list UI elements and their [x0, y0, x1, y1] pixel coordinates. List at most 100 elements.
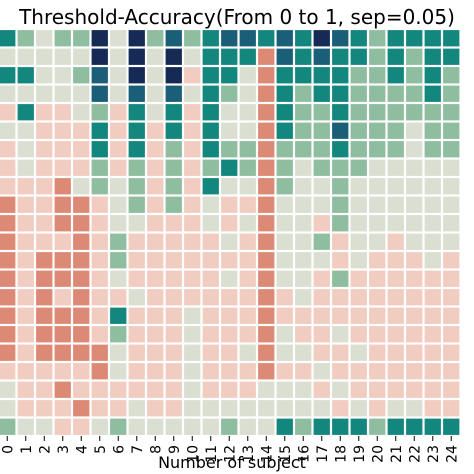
heatmap-cell-r16-c18 — [332, 326, 349, 343]
heatmap-cell-r4-c17 — [313, 104, 330, 121]
heatmap-cell-r13-c12 — [221, 270, 238, 287]
heatmap-cell-r10-c2 — [36, 215, 53, 232]
heatmap-cell-r11-c11 — [202, 233, 219, 250]
heatmap-cell-r19-c14 — [258, 381, 275, 398]
heatmap-cell-r0-c5 — [91, 30, 108, 47]
heatmap-cell-r10-c17 — [313, 215, 330, 232]
heatmap-cell-r16-c23 — [424, 326, 441, 343]
chart-title: Threshold-Accuracy(From 0 to 1, sep=0.05… — [18, 5, 455, 29]
heatmap-cell-r17-c22 — [406, 344, 423, 361]
heatmap-cell-r7-c12 — [221, 159, 238, 176]
heatmap-cell-r8-c22 — [406, 178, 423, 195]
heatmap-cell-r11-c14 — [258, 233, 275, 250]
heatmap-cell-r4-c13 — [239, 104, 256, 121]
heatmap-cell-r6-c12 — [221, 141, 238, 158]
x-tick-label-2: 2 — [37, 445, 53, 454]
heatmap-cell-r17-c8 — [147, 344, 164, 361]
heatmap-cell-r1-c3 — [54, 48, 71, 65]
heatmap-cell-r17-c1 — [17, 344, 34, 361]
heatmap-cell-r9-c21 — [387, 196, 404, 213]
heatmap-cell-r6-c19 — [350, 141, 367, 158]
heatmap-cell-r7-c15 — [276, 159, 293, 176]
heatmap-cell-r10-c13 — [239, 215, 256, 232]
heatmap-cell-r15-c10 — [184, 307, 201, 324]
heatmap-cell-r4-c4 — [73, 104, 90, 121]
heatmap-cell-r4-c19 — [350, 104, 367, 121]
heatmap-cell-r17-c9 — [165, 344, 182, 361]
heatmap-cell-r19-c20 — [369, 381, 386, 398]
heatmap-cell-r4-c21 — [387, 104, 404, 121]
heatmap-cell-r11-c24 — [443, 233, 460, 250]
heatmap-cell-r9-c6 — [110, 196, 127, 213]
heatmap-cell-r8-c14 — [258, 178, 275, 195]
heatmap-cell-r11-c9 — [165, 233, 182, 250]
heatmap-cell-r3-c24 — [443, 85, 460, 102]
heatmap-cell-r4-c11 — [202, 104, 219, 121]
heatmap-cell-r2-c1 — [17, 67, 34, 84]
heatmap-cell-r17-c21 — [387, 344, 404, 361]
heatmap-cell-r18-c0 — [0, 363, 16, 380]
heatmap-cell-r7-c10 — [184, 159, 201, 176]
heatmap-cell-r7-c4 — [73, 159, 90, 176]
heatmap-cell-r12-c18 — [332, 252, 349, 269]
heatmap-cell-r21-c1 — [17, 418, 34, 435]
heatmap-cell-r9-c11 — [202, 196, 219, 213]
x-tick-label-8: 8 — [148, 445, 164, 454]
heatmap-cell-r12-c1 — [17, 252, 34, 269]
heatmap-cell-r18-c13 — [239, 363, 256, 380]
heatmap-cell-r5-c24 — [443, 122, 460, 139]
heatmap-cell-r21-c17 — [313, 418, 330, 435]
heatmap-cell-r9-c24 — [443, 196, 460, 213]
heatmap-cell-r6-c6 — [110, 141, 127, 158]
heatmap-cell-r19-c13 — [239, 381, 256, 398]
heatmap-cell-r9-c18 — [332, 196, 349, 213]
heatmap-cell-r16-c15 — [276, 326, 293, 343]
heatmap-cell-r14-c20 — [369, 289, 386, 306]
heatmap-cell-r20-c5 — [91, 400, 108, 417]
heatmap-cell-r8-c11 — [202, 178, 219, 195]
heatmap-cell-r13-c9 — [165, 270, 182, 287]
heatmap-cell-r1-c16 — [295, 48, 312, 65]
heatmap-cell-r4-c7 — [128, 104, 145, 121]
heatmap-cell-r6-c11 — [202, 141, 219, 158]
heatmap-cells — [0, 30, 460, 435]
heatmap-cell-r2-c19 — [350, 67, 367, 84]
heatmap-cell-r8-c16 — [295, 178, 312, 195]
heatmap-cell-r18-c23 — [424, 363, 441, 380]
heatmap-cell-r21-c23 — [424, 418, 441, 435]
heatmap-cell-r13-c23 — [424, 270, 441, 287]
heatmap-cell-r20-c15 — [276, 400, 293, 417]
heatmap-cell-r1-c4 — [73, 48, 90, 65]
heatmap-cell-r8-c17 — [313, 178, 330, 195]
heatmap-cell-r7-c6 — [110, 159, 127, 176]
heatmap-cell-r16-c20 — [369, 326, 386, 343]
heatmap-cell-r3-c7 — [128, 85, 145, 102]
heatmap-cell-r17-c16 — [295, 344, 312, 361]
heatmap-cell-r2-c18 — [332, 67, 349, 84]
heatmap-cell-r10-c14 — [258, 215, 275, 232]
heatmap-cell-r10-c4 — [73, 215, 90, 232]
heatmap-cell-r7-c2 — [36, 159, 53, 176]
heatmap-cell-r5-c1 — [17, 122, 34, 139]
heatmap-cell-r11-c0 — [0, 233, 16, 250]
heatmap-cell-r11-c18 — [332, 233, 349, 250]
heatmap-cell-r18-c14 — [258, 363, 275, 380]
heatmap-cell-r12-c9 — [165, 252, 182, 269]
heatmap-cell-r1-c0 — [0, 48, 16, 65]
heatmap-cell-r1-c14 — [258, 48, 275, 65]
heatmap-cell-r12-c7 — [128, 252, 145, 269]
heatmap-cell-r8-c7 — [128, 178, 145, 195]
heatmap-cell-r5-c3 — [54, 122, 71, 139]
heatmap-cell-r16-c9 — [165, 326, 182, 343]
heatmap-cell-r1-c19 — [350, 48, 367, 65]
heatmap-cell-r8-c21 — [387, 178, 404, 195]
x-tick-label-13: 13 — [241, 445, 257, 463]
heatmap-cell-r16-c12 — [221, 326, 238, 343]
heatmap-cell-r17-c23 — [424, 344, 441, 361]
heatmap-cell-r14-c11 — [202, 289, 219, 306]
heatmap-cell-r3-c13 — [239, 85, 256, 102]
heatmap-cell-r15-c1 — [17, 307, 34, 324]
heatmap-cell-r19-c8 — [147, 381, 164, 398]
heatmap-cell-r0-c7 — [128, 30, 145, 47]
heatmap-cell-r1-c13 — [239, 48, 256, 65]
